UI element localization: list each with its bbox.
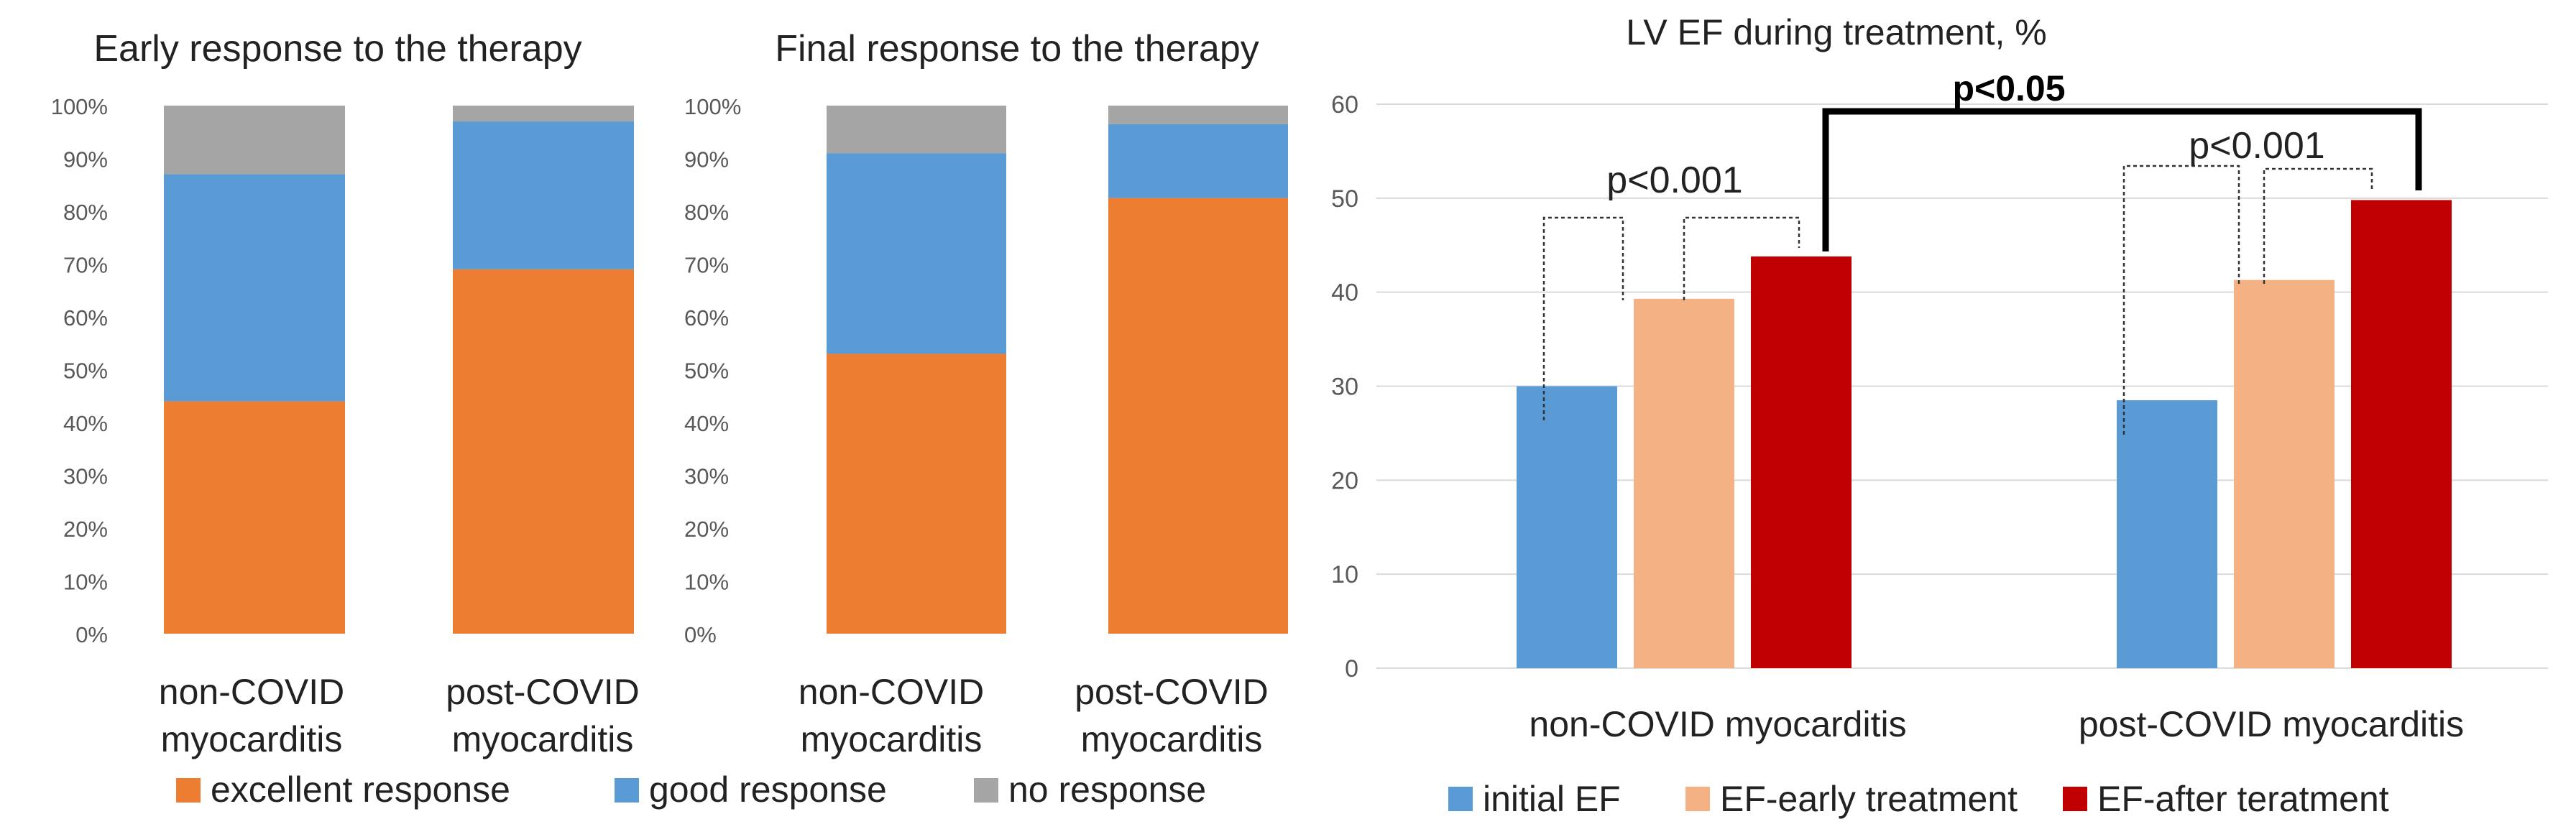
y-tick-0: 0%: [684, 622, 717, 647]
y-tick-60: 60%: [684, 305, 729, 330]
x-label-non-covid-line1: non-COVID: [799, 672, 984, 712]
y-tick-20: 20: [1331, 467, 1358, 494]
significance-brackets: [1542, 108, 2422, 435]
bracket-after-treatment-comparison: [1822, 108, 2422, 251]
y-tick-70: 70%: [684, 253, 729, 278]
bar-non-covid-myocarditis-excellent-response: [827, 353, 1006, 634]
p-value-noncovid: p<0.001: [1606, 159, 1742, 201]
y-tick-50: 50: [1331, 185, 1358, 213]
y-tick-10: 10%: [684, 570, 729, 595]
bar-post-covid-myocarditis-excellent-response: [453, 269, 634, 634]
bar-non-covid-myocarditis-no-response: [164, 106, 345, 175]
p-value-postcovid: p<0.001: [2189, 125, 2324, 167]
early-response-chart: Early response to the therapy 0% 10% 20% 30…: [51, 28, 640, 759]
y-tick-30: 30%: [63, 464, 108, 489]
final-response-x-labels: non-COVID myocarditis post-COVID myocard…: [799, 672, 1269, 759]
legend-swatch-ef-early: [1685, 787, 1710, 811]
y-tick-90: 90%: [684, 147, 729, 172]
legend-label-good: good response: [649, 769, 887, 810]
early-response-bars: [164, 106, 634, 634]
y-tick-50: 50%: [63, 359, 108, 384]
legend-swatch-no: [974, 778, 998, 803]
p-value-between-groups: p<0.05: [1952, 68, 2065, 108]
y-tick-40: 40%: [63, 411, 108, 436]
x-label-post-covid-line2: myocarditis: [1081, 719, 1263, 759]
bar-post-covid-myocarditis-good-response: [453, 121, 634, 269]
bar-post-covid-myocarditis-good-response: [1108, 124, 1288, 198]
bracket-noncovid-early-after: [1683, 216, 1800, 300]
y-tick-0: 0: [1345, 655, 1358, 683]
bar-non-covid-myocarditis-good-response: [827, 153, 1006, 354]
y-tick-50: 50%: [684, 359, 729, 384]
lv-ef-title: LV EF during treatment, %: [1626, 12, 2046, 52]
legend-label-ef-after: EF-after teratment: [2097, 779, 2389, 819]
bar-non-covid-myocarditis-good-response: [164, 174, 345, 402]
legend-swatch-initial-ef: [1448, 787, 1473, 811]
bar-non-covid-myocarditis-initial-ef: [1517, 386, 1617, 668]
early-response-x-labels: non-COVID myocarditis post-COVID myocard…: [159, 672, 640, 759]
bar-post-covid-myocarditis-initial-ef: [2117, 400, 2217, 668]
early-response-title: Early response to the therapy: [93, 28, 581, 70]
y-tick-0: 0%: [75, 622, 108, 647]
y-tick-40: 40: [1331, 279, 1358, 307]
bar-post-covid-myocarditis-no-response: [453, 106, 634, 122]
bracket-postcovid-initial-early: [2122, 165, 2240, 435]
x-label-post-covid-line1: post-COVID: [1075, 672, 1269, 712]
x-label-non-covid-line2: myocarditis: [801, 719, 983, 759]
bar-non-covid-myocarditis-excellent-response: [164, 401, 345, 634]
bar-post-covid-myocarditis-no-response: [1108, 106, 1288, 124]
y-tick-30: 30: [1331, 374, 1358, 401]
bar-post-covid-myocarditis-ef-early-treatment: [2234, 279, 2334, 668]
x-label-non-covid-line1: non-COVID: [159, 672, 344, 712]
x-label-post-covid: post-COVID myocarditis: [2079, 704, 2464, 744]
legend-label-initial-ef: initial EF: [1483, 779, 1621, 819]
lv-ef-x-labels: non-COVID myocarditis post-COVID myocard…: [1529, 704, 2464, 744]
lv-ef-bars: [1517, 200, 2452, 668]
final-response-bars: [827, 106, 1288, 634]
lv-ef-chart: LV EF during treatment, % 0102030405060 …: [1331, 12, 2548, 819]
legend-swatch-excellent: [176, 778, 201, 803]
y-tick-90: 90%: [63, 147, 108, 172]
y-tick-20: 20%: [684, 517, 729, 542]
bar-non-covid-myocarditis-no-response: [827, 106, 1006, 154]
y-tick-10: 10%: [63, 570, 108, 595]
y-tick-100: 100%: [51, 94, 108, 119]
y-tick-10: 10: [1331, 561, 1358, 588]
y-tick-30: 30%: [684, 464, 729, 489]
lv-ef-legend: initial EF EF-early treatment EF-after t…: [1448, 779, 2389, 819]
y-tick-20: 20%: [63, 517, 108, 542]
x-label-non-covid: non-COVID myocarditis: [1529, 704, 1906, 744]
bar-non-covid-myocarditis-ef-after-teratment: [1751, 256, 1852, 668]
bar-post-covid-myocarditis-excellent-response: [1108, 198, 1288, 634]
legend-swatch-good: [615, 778, 639, 803]
final-response-y-axis: 0% 10% 20% 30% 40% 50% 60% 70% 80% 90% 100%: [684, 94, 741, 647]
legend-swatch-ef-after: [2063, 787, 2087, 811]
y-tick-70: 70%: [63, 253, 108, 278]
y-tick-60: 60: [1331, 91, 1358, 119]
bar-post-covid-myocarditis-ef-after-teratment: [2351, 200, 2452, 668]
y-tick-80: 80%: [684, 200, 729, 225]
legend-label-no: no response: [1008, 769, 1206, 810]
bracket-noncovid-initial-early: [1542, 216, 1624, 420]
final-response-title: Final response to the therapy: [775, 28, 1259, 70]
response-legend: excellent response good response no resp…: [176, 769, 1206, 810]
x-label-post-covid-line1: post-COVID: [446, 672, 640, 712]
bracket-postcovid-early-after: [2263, 167, 2373, 284]
x-label-non-covid-line2: myocarditis: [161, 719, 343, 759]
x-label-post-covid-line2: myocarditis: [452, 719, 634, 759]
y-tick-100: 100%: [684, 94, 741, 119]
legend-label-excellent: excellent response: [211, 769, 510, 810]
final-response-chart: Final response to the therapy 0% 10% 20% 30…: [684, 28, 1288, 759]
lv-ef-y-axis: 0 10 20 30 40 50 60: [1331, 91, 1358, 683]
legend-label-ef-early: EF-early treatment: [1720, 779, 2018, 819]
y-tick-80: 80%: [63, 200, 108, 225]
y-tick-60: 60%: [63, 305, 108, 330]
y-tick-40: 40%: [684, 411, 729, 436]
bar-non-covid-myocarditis-ef-early-treatment: [1634, 298, 1734, 668]
early-response-y-axis: 0% 10% 20% 30% 40% 50% 60% 70% 80% 90% 100%: [51, 94, 108, 647]
